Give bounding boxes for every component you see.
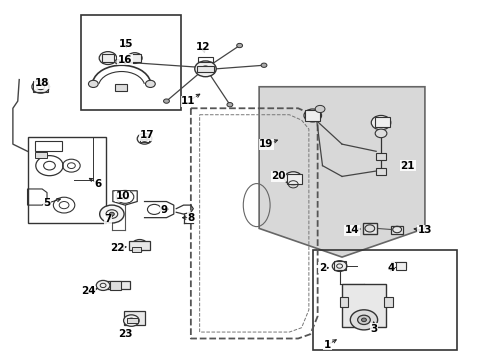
Bar: [341, 284, 385, 327]
Bar: [339, 297, 347, 307]
Circle shape: [127, 53, 142, 63]
Text: 16: 16: [118, 55, 132, 65]
Bar: [110, 281, 121, 290]
Bar: [129, 240, 150, 250]
Circle shape: [145, 80, 155, 87]
Bar: [128, 54, 141, 62]
Circle shape: [163, 99, 169, 103]
Circle shape: [88, 80, 98, 87]
Text: 4: 4: [386, 263, 394, 273]
Circle shape: [349, 310, 377, 330]
Polygon shape: [259, 87, 424, 257]
Text: 17: 17: [140, 130, 154, 140]
Bar: [375, 168, 385, 175]
Circle shape: [261, 63, 266, 67]
Circle shape: [109, 212, 114, 216]
Bar: [333, 261, 345, 270]
Text: 13: 13: [417, 225, 431, 235]
Bar: [27, 137, 105, 223]
Text: 2: 2: [318, 263, 325, 273]
Circle shape: [226, 103, 232, 107]
Circle shape: [115, 59, 121, 64]
Bar: [196, 66, 214, 72]
Text: 18: 18: [35, 78, 49, 88]
Text: 3: 3: [369, 324, 377, 334]
Bar: [102, 54, 114, 62]
Bar: [374, 117, 389, 127]
Bar: [81, 15, 181, 110]
Text: 19: 19: [259, 139, 273, 149]
Text: 9: 9: [160, 206, 167, 216]
Circle shape: [100, 205, 124, 223]
Bar: [127, 318, 138, 323]
Circle shape: [194, 61, 216, 77]
Circle shape: [137, 134, 152, 144]
Text: 14: 14: [344, 225, 358, 235]
Bar: [390, 226, 402, 234]
Text: 20: 20: [271, 171, 285, 181]
Circle shape: [236, 43, 242, 48]
Circle shape: [96, 280, 110, 291]
Text: 10: 10: [115, 191, 130, 201]
Bar: [305, 110, 320, 121]
Bar: [123, 311, 145, 325]
Text: 21: 21: [400, 161, 414, 171]
Bar: [101, 282, 130, 289]
Bar: [384, 297, 392, 307]
Bar: [115, 84, 127, 91]
Bar: [132, 247, 141, 252]
Circle shape: [99, 51, 117, 64]
Text: 8: 8: [187, 213, 194, 222]
Text: 1: 1: [323, 340, 330, 350]
Bar: [362, 223, 376, 234]
Bar: [35, 140, 61, 151]
Bar: [140, 139, 149, 142]
Circle shape: [284, 172, 302, 185]
Bar: [395, 262, 406, 270]
Circle shape: [364, 225, 374, 232]
Bar: [33, 81, 48, 93]
Circle shape: [304, 109, 321, 122]
Circle shape: [132, 239, 147, 251]
Bar: [312, 250, 456, 350]
Text: 6: 6: [94, 179, 102, 189]
Bar: [287, 174, 302, 184]
Circle shape: [370, 116, 390, 130]
Text: 24: 24: [81, 286, 96, 296]
Text: 7: 7: [104, 215, 111, 224]
Text: 12: 12: [195, 42, 210, 52]
Circle shape: [331, 261, 346, 271]
Text: 23: 23: [118, 329, 132, 339]
Circle shape: [315, 105, 325, 113]
Text: 22: 22: [110, 243, 125, 253]
Circle shape: [357, 315, 369, 324]
Bar: [198, 57, 212, 62]
Circle shape: [32, 80, 49, 93]
Text: 11: 11: [181, 96, 195, 106]
Bar: [35, 152, 47, 158]
Text: 15: 15: [119, 39, 134, 49]
Bar: [375, 153, 385, 160]
Text: 5: 5: [43, 198, 51, 208]
Circle shape: [361, 318, 366, 321]
Circle shape: [374, 129, 386, 138]
Circle shape: [123, 315, 139, 326]
